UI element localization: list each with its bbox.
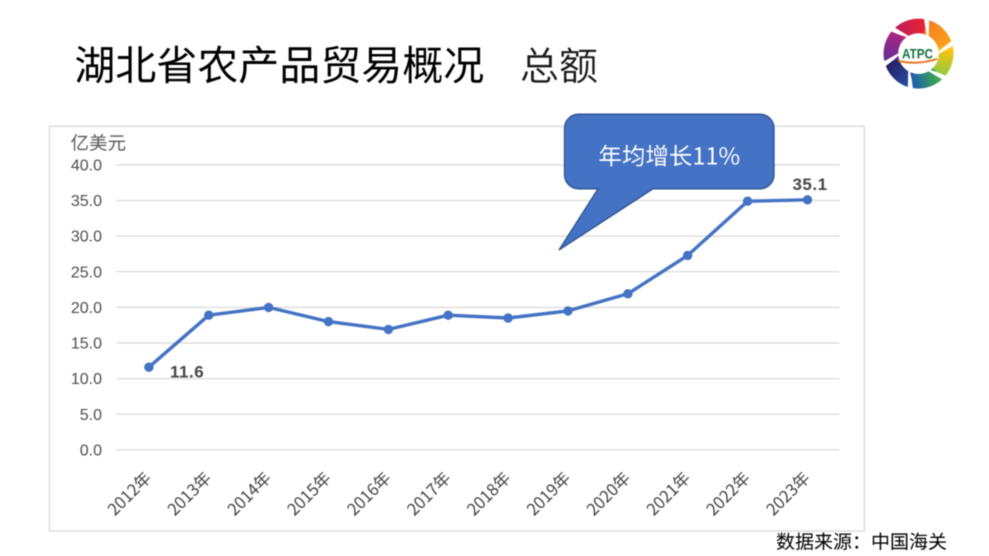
svg-text:35.0: 35.0 — [71, 193, 102, 210]
svg-text:25.0: 25.0 — [71, 264, 102, 281]
svg-text:40.0: 40.0 — [71, 158, 102, 175]
svg-text:0.0: 0.0 — [80, 442, 102, 459]
svg-text:30.0: 30.0 — [71, 229, 102, 246]
svg-text:10.0: 10.0 — [71, 371, 102, 388]
svg-text:5.0: 5.0 — [80, 407, 102, 424]
svg-text:35.1: 35.1 — [792, 175, 827, 194]
svg-text:20.0: 20.0 — [71, 300, 102, 317]
svg-text:15.0: 15.0 — [71, 336, 102, 353]
svg-text:11.6: 11.6 — [170, 363, 204, 382]
svg-text:ATPC: ATPC — [902, 46, 933, 62]
